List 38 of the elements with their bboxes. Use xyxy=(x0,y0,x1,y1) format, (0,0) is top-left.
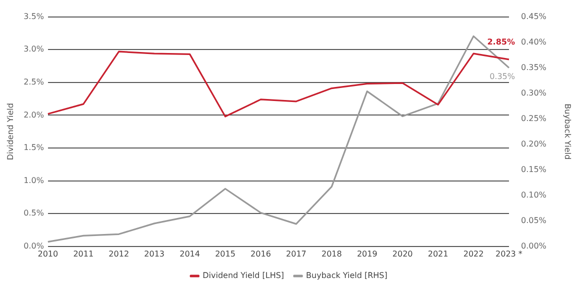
y2-tick-label: 0.20% xyxy=(520,139,547,148)
x-tick-label: 2012 xyxy=(108,249,130,258)
y2-tick-label: 0.45% xyxy=(520,12,547,21)
x-tick-label: 2020 xyxy=(392,249,413,258)
y2-tick-label: 0.35% xyxy=(520,62,547,72)
y2-axis-title: Buyback Yield xyxy=(563,104,572,160)
y2-tick-label: 0.40% xyxy=(520,37,547,46)
y-axis-title: Dividend Yield xyxy=(6,103,15,160)
y-tick-label: 2.0% xyxy=(24,110,44,120)
legend-label: Buyback Yield [RHS] xyxy=(306,271,388,280)
y-tick-label: 2.5% xyxy=(24,77,44,86)
y-tick-label: 1.0% xyxy=(24,176,44,185)
y2-tick-label: 0.25% xyxy=(520,114,547,123)
x-tick-label: 2015 xyxy=(215,249,236,258)
x-tick-label: 2010 xyxy=(38,249,58,258)
data-label: 2.85% xyxy=(487,38,515,47)
x-tick-label: 2023 * xyxy=(496,249,522,258)
x-tick-label: 2022 xyxy=(463,249,484,258)
x-tick-label: 2021 xyxy=(428,249,448,258)
y2-tick-label: 0.05% xyxy=(520,216,547,225)
x-tick-label: 2011 xyxy=(73,249,94,258)
legend-label: Dividend Yield [LHS] xyxy=(202,271,284,280)
x-tick-label: 2014 xyxy=(180,249,200,258)
y-tick-label: 1.5% xyxy=(24,143,44,152)
y-tick-label: 0.0% xyxy=(24,241,44,250)
x-tick-label: 2018 xyxy=(321,249,342,258)
x-tick-label: 2013 xyxy=(144,249,165,258)
y2-tick-label: 0.10% xyxy=(520,190,547,200)
y2-tick-label: 0.15% xyxy=(520,164,547,174)
y2-tick-label: 0.30% xyxy=(520,88,547,98)
y-tick-label: 0.5% xyxy=(24,208,44,218)
x-tick-label: 2019 xyxy=(356,249,378,258)
x-tick-label: 2017 xyxy=(286,249,306,258)
y2-tick-label: 0.00% xyxy=(520,241,547,250)
y-tick-label: 3.5% xyxy=(24,12,44,21)
y-tick-label: 3.0% xyxy=(24,44,44,54)
x-tick-label: 2016 xyxy=(250,249,271,258)
data-label: 0.35% xyxy=(490,72,516,81)
